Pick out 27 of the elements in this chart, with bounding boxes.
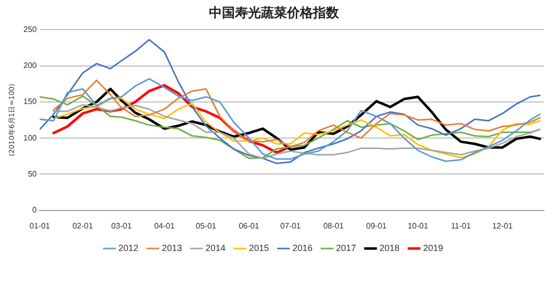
x-tick-label: 05-01: [196, 221, 217, 230]
x-tick-label: 11-01: [450, 221, 472, 230]
legend-label: 2017: [336, 242, 356, 253]
y-tick-label: 100: [23, 133, 38, 142]
x-tick-label: 04-01: [154, 221, 176, 230]
chart-title: 中国寿光蔬菜价格指数: [209, 5, 340, 22]
y-tick-label: 0: [32, 206, 38, 215]
x-tick-label: 12-01: [492, 221, 514, 230]
legend-label: 2018: [380, 242, 400, 253]
x-tick-label: 07-01: [280, 221, 302, 230]
x-tick-label: 10-01: [408, 221, 429, 230]
y-tick-label: 250: [23, 24, 38, 34]
y-tick-label: 150: [23, 97, 38, 106]
legend-label: 2012: [118, 242, 138, 253]
x-tick-label: 08-01: [323, 221, 344, 230]
legend-label: 2019: [423, 242, 444, 253]
x-tick-label: 02-01: [72, 221, 94, 230]
y-tick-label: 50: [28, 169, 38, 178]
x-tick-label: 09-01: [366, 221, 388, 230]
legend-label: 2014: [205, 242, 226, 253]
legend-label: 2013: [162, 242, 182, 253]
legend-label: 2015: [248, 242, 270, 253]
x-tick-label: 06-01: [238, 221, 260, 230]
y-tick-label: 200: [23, 60, 38, 70]
x-tick-label: 03-01: [111, 221, 132, 230]
x-tick-label: 01-01: [30, 221, 51, 230]
legend-label: 2016: [292, 242, 313, 253]
